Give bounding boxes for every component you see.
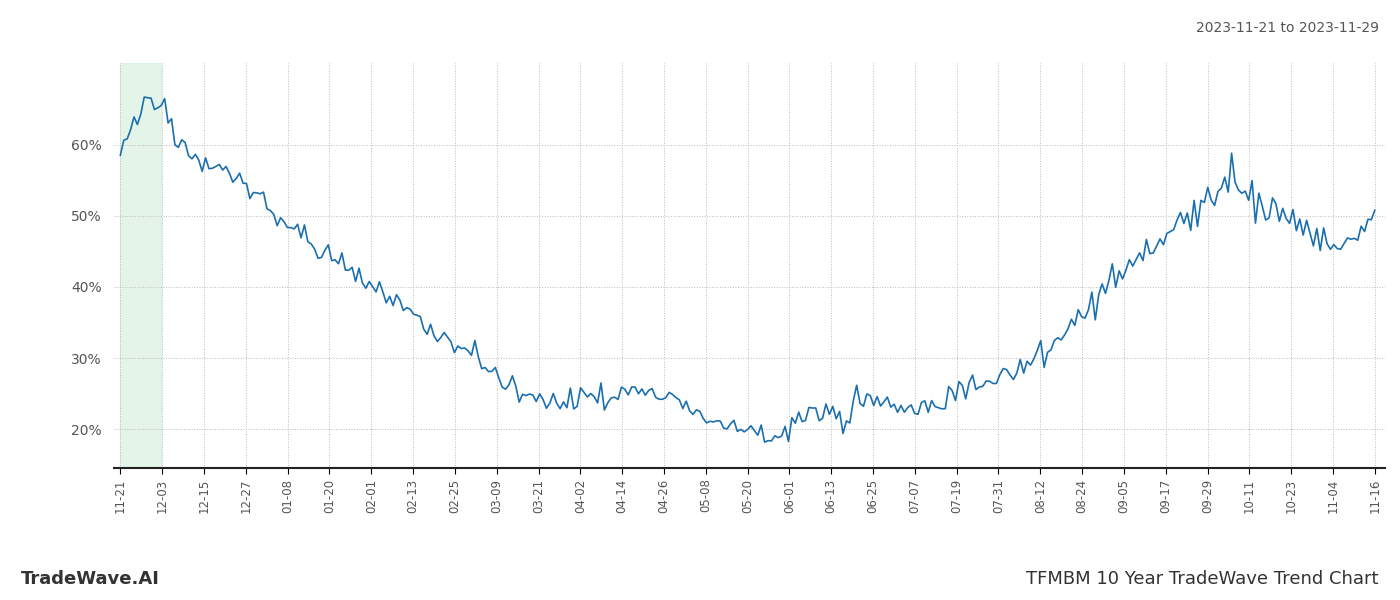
- Text: TradeWave.AI: TradeWave.AI: [21, 570, 160, 588]
- Text: 2023-11-21 to 2023-11-29: 2023-11-21 to 2023-11-29: [1196, 21, 1379, 35]
- Text: TFMBM 10 Year TradeWave Trend Chart: TFMBM 10 Year TradeWave Trend Chart: [1026, 570, 1379, 588]
- Bar: [120, 63, 161, 468]
